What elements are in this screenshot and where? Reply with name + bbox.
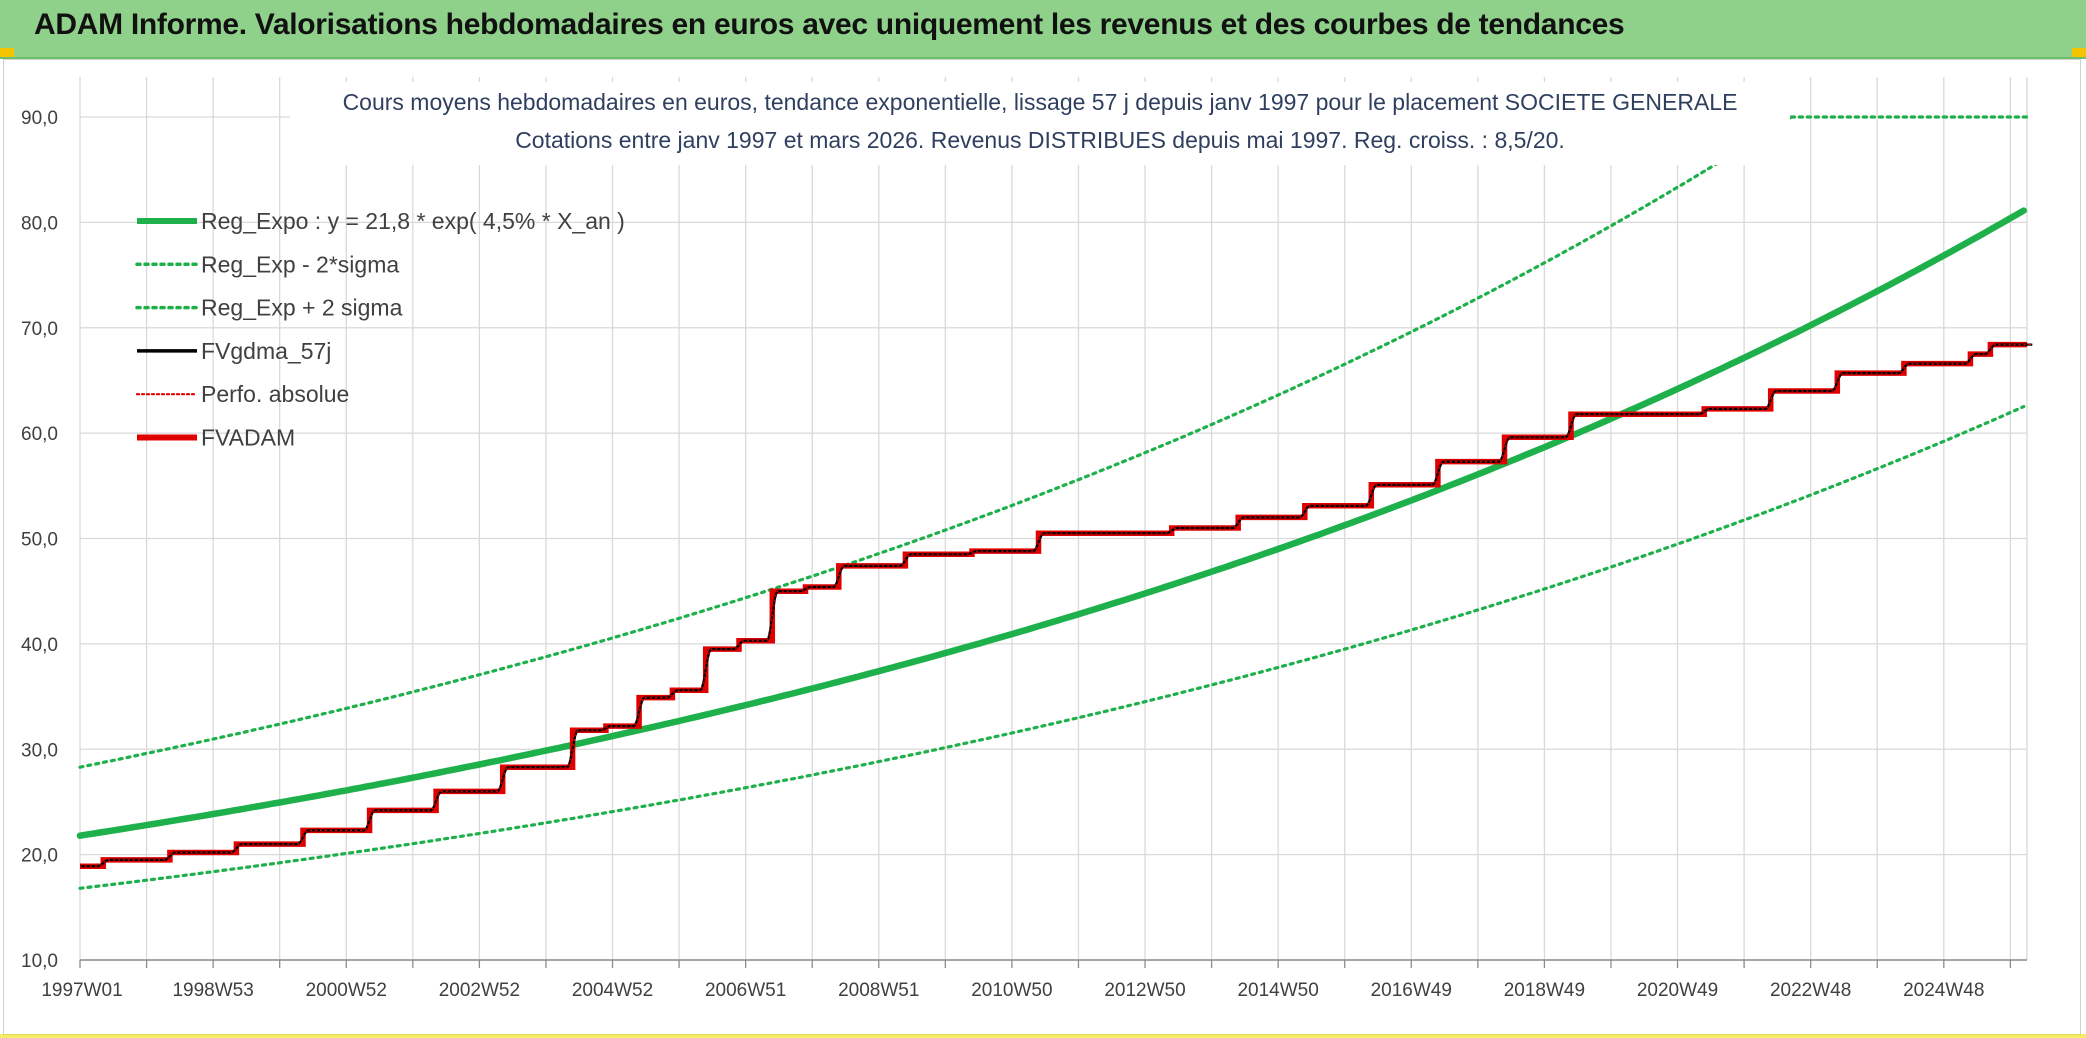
x-tick-label: 2024W48 <box>1903 980 1984 1001</box>
legend-label: Perfo. absolue <box>201 381 349 407</box>
x-tick-label: 2020W49 <box>1637 980 1718 1001</box>
x-tick-label: 2008W51 <box>838 980 919 1001</box>
x-tick-label: 2018W49 <box>1504 980 1585 1001</box>
y-tick-label: 50,0 <box>21 530 58 551</box>
x-tick-label: 2014W50 <box>1237 980 1318 1001</box>
x-tick-label: 2012W50 <box>1104 980 1185 1001</box>
x-tick-label: 2004W52 <box>572 980 653 1001</box>
bottom-border <box>0 1034 2086 1038</box>
x-tick-label: 1997W01 <box>41 980 122 1001</box>
page-title: ADAM Informe. Valorisations hebdomadaire… <box>34 8 1625 41</box>
x-tick-label: 2000W52 <box>306 980 387 1001</box>
y-tick-label: 20,0 <box>21 846 58 867</box>
chart-title-background <box>290 82 1790 165</box>
series-perfo-absolue <box>80 344 2033 867</box>
series-reg-expo <box>76 207 2027 839</box>
x-tick-label: 2010W50 <box>971 980 1052 1001</box>
legend-label: Reg_Exp - 2*sigma <box>201 251 399 277</box>
chart-title-line-2: Cotations entre janv 1997 et mars 2026. … <box>515 127 1565 153</box>
header-corner-marker-right <box>2072 48 2086 57</box>
legend: Reg_Expo : y = 21,8 * exp( 4,5% * X_an )… <box>135 208 625 451</box>
x-tick-label: 2022W48 <box>1770 980 1851 1001</box>
series-reg-exp-minus-2sigma <box>78 405 2026 890</box>
axes: 10,0 20,0 30,0 40,0 50,0 60,0 70,0 80,0 90,0 1997… <box>21 108 2027 1001</box>
x-tick-label: 2006W51 <box>705 980 786 1001</box>
y-tick-label: 90,0 <box>21 108 58 129</box>
y-tick-label: 40,0 <box>21 635 58 656</box>
y-tick-label: 30,0 <box>21 740 58 761</box>
y-tick-label: 80,0 <box>21 213 58 234</box>
chart-title-line-1: Cours moyens hebdomadaires en euros, ten… <box>343 89 1738 115</box>
header-corner-marker-left <box>0 48 14 57</box>
legend-label: FVADAM <box>201 425 295 451</box>
y-tick-label: 10,0 <box>21 951 58 972</box>
header-bar: ADAM Informe. Valorisations hebdomadaire… <box>0 0 2086 59</box>
x-tick-label: 2016W49 <box>1371 980 1452 1001</box>
y-tick-label: 60,0 <box>21 424 58 445</box>
series <box>76 115 2033 890</box>
x-tick-label: 1998W53 <box>172 980 253 1001</box>
grid <box>79 77 2028 961</box>
legend-label: FVgdma_57j <box>201 338 331 364</box>
legend-label: Reg_Expo : y = 21,8 * exp( 4,5% * X_an ) <box>201 208 625 234</box>
x-tick-label: 2002W52 <box>439 980 520 1001</box>
series-reg-exp-plus-2sigma <box>78 115 1793 769</box>
legend-label: Reg_Exp + 2 sigma <box>201 295 403 321</box>
y-tick-label: 70,0 <box>21 319 58 340</box>
